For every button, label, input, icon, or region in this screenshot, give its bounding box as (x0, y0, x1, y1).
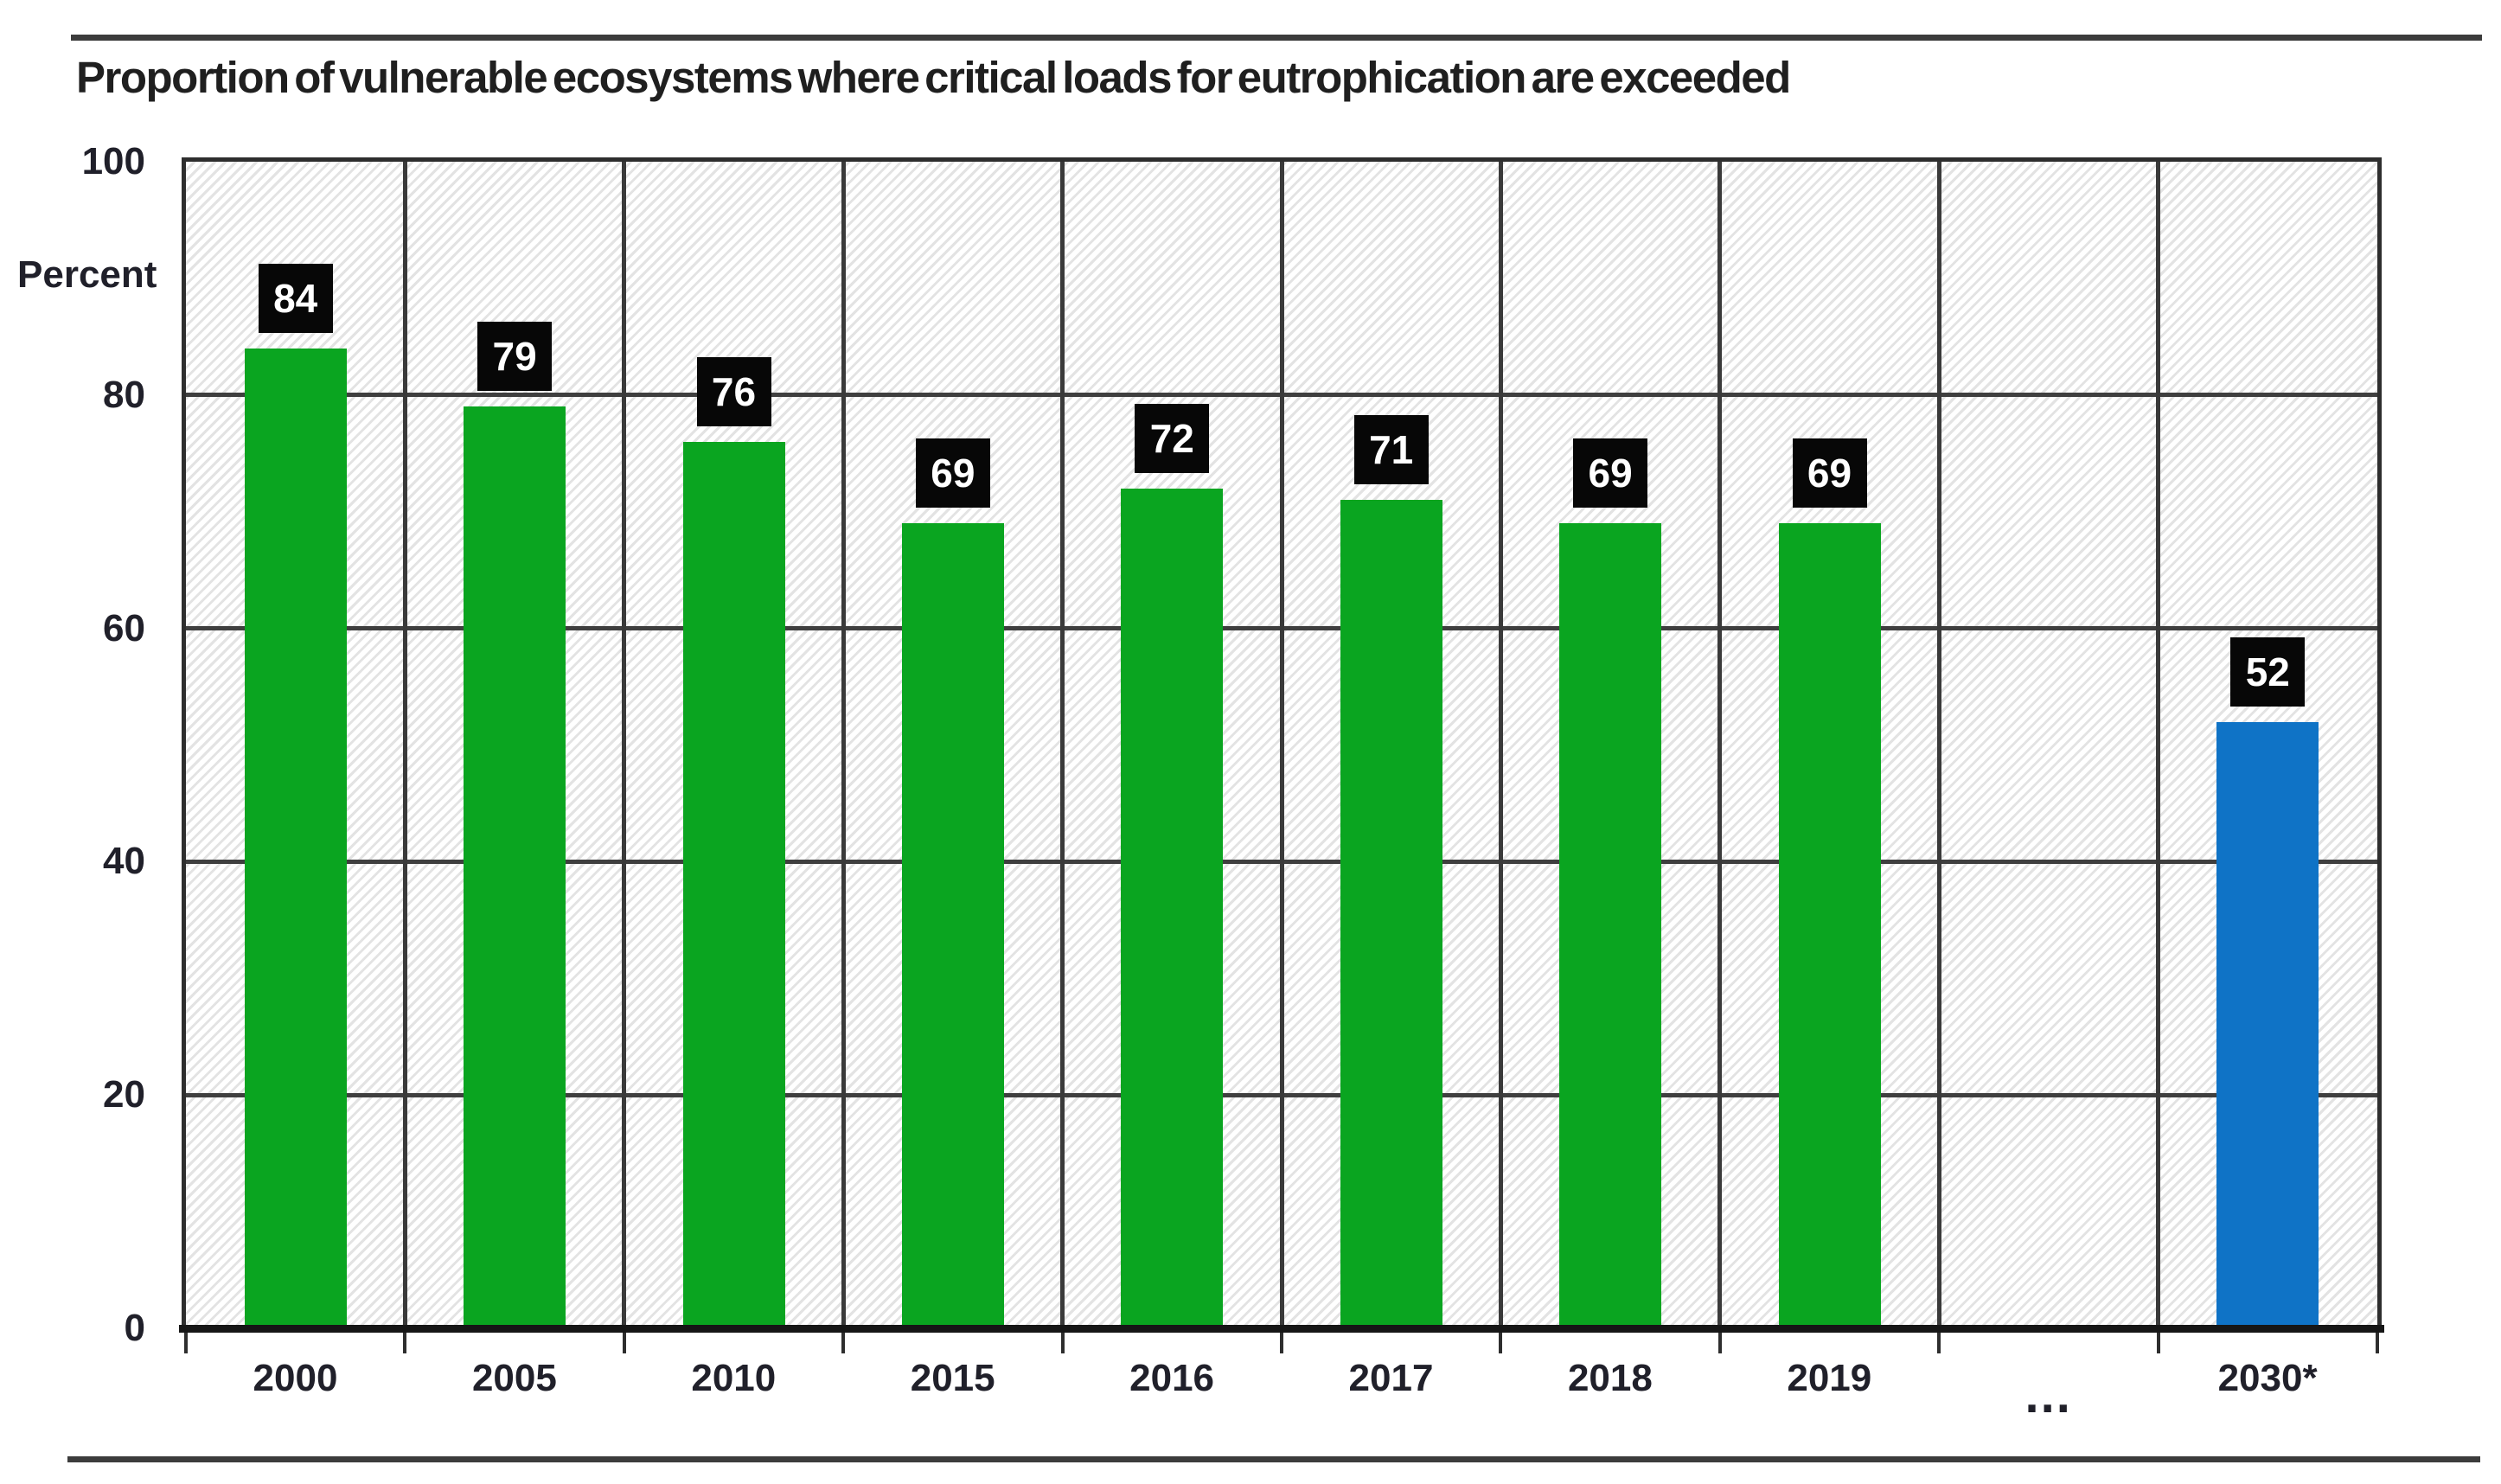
column-separator (402, 162, 407, 1328)
x-axis-tick (841, 1333, 846, 1353)
bar-2018 (1559, 523, 1662, 1328)
x-axis-tick (622, 1333, 626, 1353)
bar-2017 (1340, 500, 1442, 1328)
column-separator (2156, 162, 2161, 1328)
top-rule (71, 35, 2482, 41)
bar-2000 (244, 348, 347, 1328)
column-separator (1060, 162, 1065, 1328)
x-axis-tick (1717, 1333, 1722, 1353)
bar-2005 (464, 406, 566, 1328)
y-tick-label: 40 (103, 840, 145, 883)
y-tick-label: 20 (103, 1073, 145, 1116)
column-separator (1498, 162, 1503, 1328)
column-separator (1717, 162, 1723, 1328)
y-tick-label: 0 (124, 1307, 145, 1349)
bottom-rule (67, 1456, 2480, 1462)
bar-value-label: 84 (258, 263, 333, 333)
bar-value-label: 71 (1353, 415, 1429, 485)
bar-2016 (1121, 488, 1224, 1328)
x-tick-label-...: ... (2024, 1367, 2072, 1423)
bar-value-label: 52 (2230, 636, 2306, 707)
x-tick-label-2019: 2019 (1787, 1357, 1872, 1399)
bar-value-label: 69 (1792, 438, 1867, 509)
x-tick-label-2016: 2016 (1129, 1357, 1215, 1399)
column-separator (1936, 162, 1941, 1328)
chart-title: Proportion of vulnerable ecosystems wher… (76, 53, 1791, 102)
column-separator (1279, 162, 1284, 1328)
x-axis-tick (2376, 1333, 2379, 1353)
column-separator (841, 162, 846, 1328)
y-tick-label: 60 (103, 606, 145, 649)
x-tick-label-2010: 2010 (691, 1357, 777, 1399)
x-axis-tick (1499, 1333, 1503, 1353)
bar-2019 (1778, 523, 1881, 1328)
bar-2030* (2216, 721, 2319, 1328)
bar-value-label: 76 (696, 356, 771, 426)
x-tick-label-2030*: 2030* (2217, 1357, 2318, 1399)
y-tick-label: 80 (103, 373, 145, 416)
x-axis-tick (403, 1333, 407, 1353)
x-axis-tick (2156, 1333, 2160, 1353)
x-tick-label-2017: 2017 (1348, 1357, 1434, 1399)
y-tick-label: 100 (81, 140, 145, 182)
bar-value-label: 69 (1573, 438, 1648, 509)
bar-2010 (682, 441, 785, 1328)
plot-area: 84 79 76 69 72 71 69 69 52 (182, 157, 2382, 1333)
x-tick-label-2015: 2015 (910, 1357, 995, 1399)
bar-value-label: 79 (477, 322, 553, 392)
x-tick-label-2005: 2005 (471, 1357, 557, 1399)
x-tick-label-2000: 2000 (253, 1357, 338, 1399)
x-tick-label-2018: 2018 (1567, 1357, 1653, 1399)
x-axis-tick (1280, 1333, 1283, 1353)
bar-2015 (901, 523, 1004, 1328)
x-axis-tick (1937, 1333, 1941, 1353)
bar-value-label: 69 (915, 438, 990, 509)
column-separator (622, 162, 627, 1328)
x-axis-tick (184, 1333, 188, 1353)
x-axis-tick (1060, 1333, 1065, 1353)
x-axis-line (179, 1325, 2384, 1333)
bar-value-label: 72 (1135, 403, 1210, 473)
y-axis-label: Percent (17, 253, 157, 296)
